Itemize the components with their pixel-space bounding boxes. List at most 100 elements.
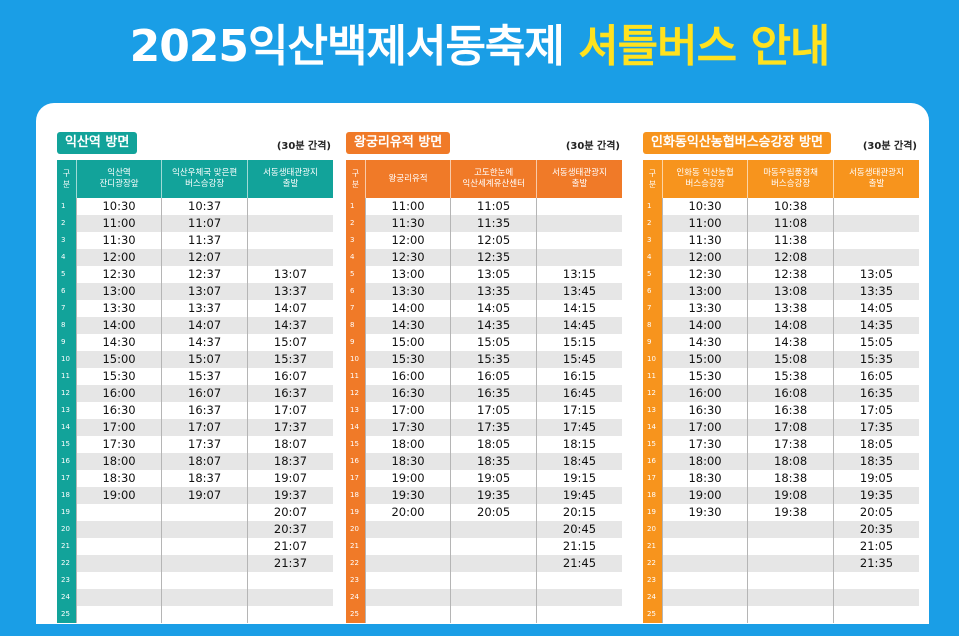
time-cell: 11:35 (450, 215, 537, 232)
time-cell: 14:00 (75, 317, 162, 334)
time-cell: 11:00 (364, 198, 451, 215)
interval-label: (30분 간격) (565, 141, 620, 152)
table-row: 11 15:30 15:38 16:05 (643, 368, 919, 385)
time-cell: 17:35 (450, 419, 537, 436)
table-row: 6 13:30 13:35 13:45 (346, 283, 622, 300)
time-cell: 18:35 (450, 453, 537, 470)
time-cell: 17:00 (661, 419, 748, 436)
row-number: 8 (643, 317, 663, 334)
section-title: 익산역 방면 (57, 132, 138, 154)
time-cell: 19:45 (535, 487, 622, 504)
row-number: 9 (57, 334, 77, 351)
row-number: 12 (346, 385, 366, 402)
time-cell: 20:15 (535, 504, 622, 521)
time-cell: 19:35 (832, 487, 919, 504)
row-number: 8 (57, 317, 77, 334)
time-cell (364, 538, 451, 555)
table-row: 2 11:00 11:07 (57, 215, 333, 232)
table-row: 14 17:30 17:35 17:45 (346, 419, 622, 436)
timetable: 구 분 왕궁리유적 고도한눈에 익산세계유산센터 서동생태관광지 출발 1 11:00 11:05… (346, 160, 622, 623)
row-number: 5 (346, 266, 366, 283)
row-number: 1 (57, 198, 77, 215)
time-cell: 17:07 (161, 419, 248, 436)
time-cell: 21:15 (535, 538, 622, 555)
time-cell: 11:37 (161, 232, 248, 249)
row-number: 1 (643, 198, 663, 215)
time-cell (535, 606, 622, 623)
time-cell: 15:00 (75, 351, 162, 368)
row-number: 14 (346, 419, 366, 436)
time-cell (832, 572, 919, 589)
table-row: 24 (643, 589, 919, 606)
time-cell: 14:00 (661, 317, 748, 334)
row-number: 14 (57, 419, 77, 436)
time-cell: 17:37 (161, 436, 248, 453)
row-number: 6 (643, 283, 663, 300)
row-number: 6 (57, 283, 77, 300)
table-row: 15 18:00 18:05 18:15 (346, 436, 622, 453)
time-cell (747, 572, 834, 589)
time-cell (161, 521, 248, 538)
time-cell (246, 589, 333, 606)
time-cell: 16:08 (747, 385, 834, 402)
row-number: 19 (643, 504, 663, 521)
section-wanggungri: 왕궁리유적 방면 (30분 간격) 구 분 왕궁리유적 고도한눈에 익산세계유산센터 서동생태… (346, 132, 622, 623)
time-cell: 14:15 (535, 300, 622, 317)
time-cell: 15:05 (450, 334, 537, 351)
table-header-row: 구 분 왕궁리유적 고도한눈에 익산세계유산센터 서동생태관광지 출발 (346, 160, 622, 198)
section-header: 인화동익산농협버스승강장 방면 (30분 간격) (643, 132, 919, 154)
time-cell: 16:30 (75, 402, 162, 419)
table-row: 21 21:07 (57, 538, 333, 555)
row-number: 16 (346, 453, 366, 470)
time-cell: 10:30 (661, 198, 748, 215)
time-cell: 15:00 (661, 351, 748, 368)
time-cell: 15:35 (450, 351, 537, 368)
time-cell: 16:35 (450, 385, 537, 402)
time-cell: 16:15 (535, 368, 622, 385)
table-row: 4 12:00 12:07 (57, 249, 333, 266)
time-cell: 17:35 (832, 419, 919, 436)
row-number: 13 (346, 402, 366, 419)
table-row: 1 10:30 10:38 (643, 198, 919, 215)
row-number: 12 (57, 385, 77, 402)
time-cell: 13:05 (450, 266, 537, 283)
time-cell: 14:08 (747, 317, 834, 334)
time-cell: 17:30 (364, 419, 451, 436)
row-number: 21 (57, 538, 77, 555)
table-row: 5 12:30 12:37 13:07 (57, 266, 333, 283)
time-cell: 13:08 (747, 283, 834, 300)
time-cell: 20:35 (832, 521, 919, 538)
time-cell: 15:08 (747, 351, 834, 368)
time-cell: 19:35 (450, 487, 537, 504)
time-cell: 18:45 (535, 453, 622, 470)
title-main: 2025익산백제서동축제 (129, 21, 579, 72)
column-header: 고도한눈에 익산세계유산센터 (450, 160, 537, 198)
time-cell: 16:38 (747, 402, 834, 419)
time-cell (747, 555, 834, 572)
time-cell: 19:00 (364, 470, 451, 487)
column-header: 익산역 잔디광장앞 (75, 160, 162, 198)
table-row: 19 19:30 19:38 20:05 (643, 504, 919, 521)
time-cell (75, 555, 162, 572)
row-number: 1 (346, 198, 366, 215)
time-cell: 15:37 (161, 368, 248, 385)
time-cell: 16:30 (661, 402, 748, 419)
time-cell (747, 606, 834, 623)
row-number: 20 (643, 521, 663, 538)
row-number: 10 (346, 351, 366, 368)
row-number: 25 (346, 606, 366, 623)
time-cell: 16:30 (364, 385, 451, 402)
time-cell: 16:37 (161, 402, 248, 419)
table-row: 22 21:45 (346, 555, 622, 572)
time-cell: 19:08 (747, 487, 834, 504)
row-number: 24 (643, 589, 663, 606)
table-row: 22 21:35 (643, 555, 919, 572)
time-cell: 17:45 (535, 419, 622, 436)
table-row: 15 17:30 17:38 18:05 (643, 436, 919, 453)
time-cell: 14:00 (364, 300, 451, 317)
table-row: 24 (57, 589, 333, 606)
row-number: 4 (57, 249, 77, 266)
row-number: 17 (643, 470, 663, 487)
